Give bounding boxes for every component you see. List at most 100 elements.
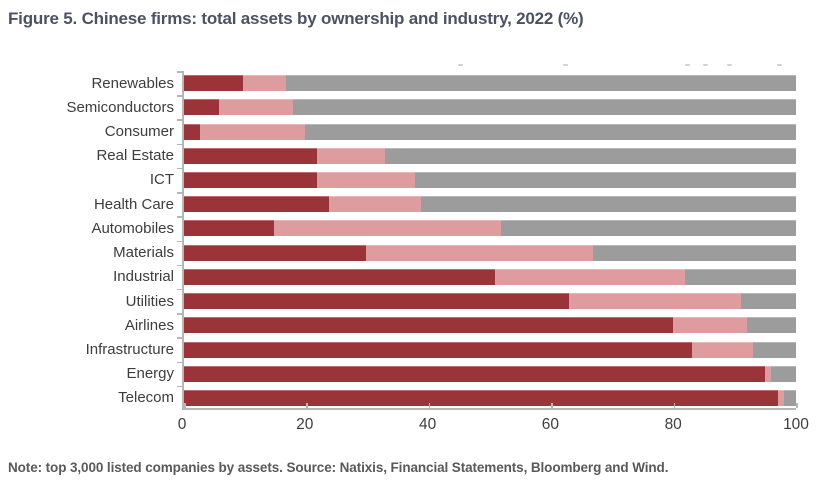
y-axis-tick	[177, 216, 183, 218]
stacked-bar	[182, 123, 796, 140]
chart-row: Consumer	[6, 119, 796, 143]
source-note: Note: top 3,000 listed companies by asse…	[8, 460, 669, 475]
chart-row: ICT	[6, 168, 796, 192]
dark-red-segment	[182, 389, 778, 406]
x-tick-label: 40	[418, 416, 437, 433]
pink-segment	[495, 268, 686, 285]
gray-segment	[746, 317, 796, 334]
category-label: Infrastructure	[85, 341, 174, 359]
stacked-bar	[182, 99, 796, 116]
y-axis-tick	[177, 143, 183, 146]
dark-red-segment	[182, 196, 330, 213]
chart-row: Real Estate	[6, 144, 796, 168]
pink-segment	[366, 244, 594, 261]
y-axis-tick	[177, 313, 183, 315]
y-axis-tick	[177, 264, 183, 267]
y-axis-tick	[177, 119, 183, 121]
gray-segment	[740, 293, 796, 310]
category-label: Real Estate	[96, 147, 174, 165]
dark-red-segment	[182, 341, 692, 358]
chart-rows: Renewables Semiconductors Consumer Real Est…	[6, 71, 796, 410]
dark-red-segment	[182, 365, 766, 382]
cropped-legend-remnant	[777, 64, 782, 66]
dark-red-segment	[182, 220, 275, 237]
x-axis-tick-labels: 0 20 40 60 80 100	[178, 416, 809, 436]
category-label: Energy	[126, 365, 174, 383]
chart-row: Utilities	[6, 289, 796, 313]
pink-segment	[218, 99, 293, 116]
stacked-bar	[182, 317, 796, 334]
gray-segment	[384, 147, 796, 164]
dark-red-segment	[182, 293, 569, 310]
pink-segment	[317, 147, 385, 164]
pink-segment	[243, 75, 287, 92]
gray-segment	[415, 171, 796, 188]
y-axis-tick	[177, 337, 183, 339]
stacked-bar	[182, 365, 796, 382]
chart-row: Energy	[6, 362, 796, 386]
y-axis-tick	[177, 288, 183, 291]
y-axis-tick	[177, 361, 183, 364]
chart-row: Industrial	[6, 265, 796, 289]
category-label: Consumer	[104, 123, 174, 141]
gray-segment	[421, 196, 796, 213]
cropped-legend-remnant	[727, 64, 732, 66]
stacked-bar-chart: Renewables Semiconductors Consumer Real Est…	[6, 71, 798, 410]
pink-segment	[691, 341, 753, 358]
category-label: Utilities	[125, 292, 174, 310]
stacked-bar	[182, 244, 796, 261]
x-tick-label: 100	[783, 416, 809, 433]
category-label: Industrial	[113, 268, 174, 286]
x-tick-label: 60	[541, 416, 560, 433]
chart-row: Telecom	[6, 386, 796, 410]
dark-red-segment	[182, 123, 201, 140]
stacked-bar	[182, 293, 796, 310]
gray-segment	[501, 220, 796, 237]
pink-segment	[765, 365, 772, 382]
y-axis-tick	[177, 71, 183, 73]
pink-segment	[317, 171, 416, 188]
category-label: Automobiles	[91, 219, 174, 237]
category-label: Health Care	[93, 195, 174, 213]
cropped-legend-remnant	[458, 64, 463, 66]
stacked-bar	[182, 196, 796, 213]
y-axis-tick	[177, 95, 183, 97]
pink-segment	[673, 317, 747, 334]
gray-segment	[753, 341, 796, 358]
category-label: Semiconductors	[66, 98, 174, 116]
dark-red-segment	[182, 317, 674, 334]
chart-row: Semiconductors	[6, 95, 796, 119]
figure-title: Figure 5. Chinese firms: total assets by…	[8, 9, 584, 28]
chart-row: Materials	[6, 241, 796, 265]
stacked-bar	[182, 220, 796, 237]
stacked-bar	[182, 147, 796, 164]
chart-row: Infrastructure	[6, 337, 796, 361]
category-label: Airlines	[124, 316, 174, 334]
stacked-bar	[182, 341, 796, 358]
pink-segment	[274, 220, 502, 237]
dark-red-segment	[182, 99, 219, 116]
gray-segment	[593, 244, 796, 261]
chart-row: Health Care	[6, 192, 796, 216]
category-label: Telecom	[118, 389, 174, 407]
dark-red-segment	[182, 268, 496, 285]
gray-segment	[286, 75, 796, 92]
gray-segment	[771, 365, 796, 382]
y-axis-tick	[177, 192, 183, 194]
gray-segment	[783, 389, 796, 406]
pink-segment	[200, 123, 305, 140]
dark-red-segment	[182, 171, 318, 188]
cropped-legend-remnant	[703, 64, 708, 66]
chart-row: Automobiles	[6, 216, 796, 240]
cropped-legend-remnant	[685, 64, 690, 66]
pink-segment	[329, 196, 422, 213]
chart-row: Renewables	[6, 71, 796, 95]
x-tick-label: 0	[177, 416, 187, 433]
chart-row: Airlines	[6, 313, 796, 337]
category-label: Renewables	[91, 74, 174, 92]
stacked-bar	[182, 389, 796, 406]
pink-segment	[568, 293, 741, 310]
stacked-bar	[182, 75, 796, 92]
y-axis-tick	[177, 240, 183, 242]
